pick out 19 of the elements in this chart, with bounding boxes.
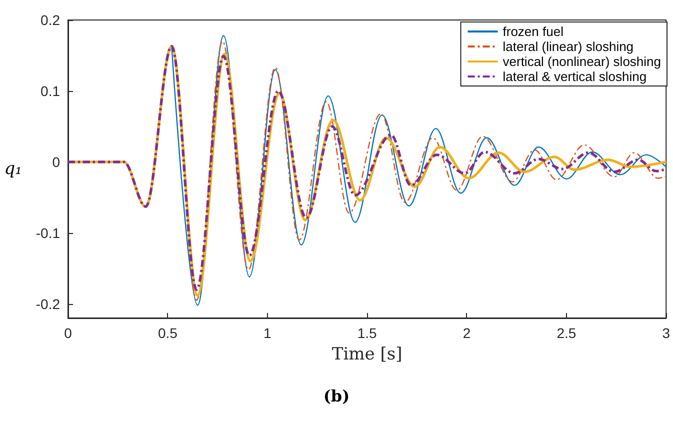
legend-label: lateral (linear) sloshing [502,39,634,54]
x-tick-label: 1.5 [357,325,377,341]
y-tick-label: 0.1 [40,82,60,99]
legend-label: vertical (nonlinear) sloshing [502,54,662,69]
y-tick-label: -0.2 [36,296,60,312]
y-axis-title: q₁ [4,159,22,179]
x-axis-title: Time [s] [332,344,402,364]
x-tick-label: 3 [662,325,670,341]
y-tick-label: -0.1 [36,224,60,241]
x-tick-label: 2 [462,325,471,341]
legend-label: lateral & vertical sloshing [502,69,647,84]
y-tick-label: 0.2 [40,12,60,28]
x-tick-label: 0 [64,325,72,341]
x-tick-label: 2.5 [556,325,576,341]
legend-label: frozen fuel [502,24,564,39]
y-tick-label: 0 [52,154,60,170]
text: (b) [323,386,350,406]
x-tick-label: 1 [263,325,272,341]
x-tick-label: 0.5 [158,325,178,341]
